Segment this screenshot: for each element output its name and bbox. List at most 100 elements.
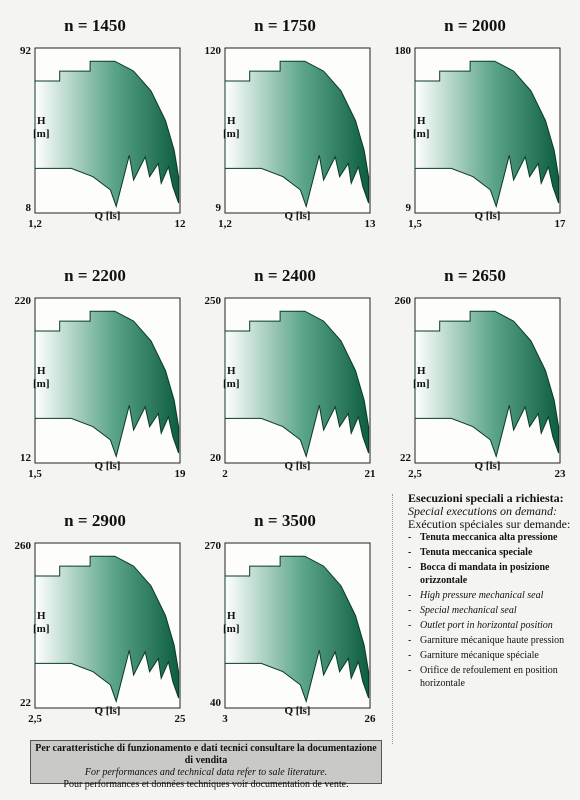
x-tick-label: 2,5 bbox=[28, 713, 42, 725]
performance-envelope bbox=[34, 60, 180, 209]
performance-envelope bbox=[414, 60, 560, 209]
x-axis-label: Q [ls] bbox=[475, 210, 501, 222]
y-axis-unit: [m] bbox=[223, 623, 240, 635]
special-executions-notes: Esecuzioni speciali a richiesta: Special… bbox=[408, 492, 578, 692]
x-tick-label: 19 bbox=[175, 468, 187, 480]
y-axis-label: H bbox=[37, 115, 46, 127]
x-tick-label: 2 bbox=[222, 468, 228, 480]
chart-title: n = 2000 bbox=[444, 16, 506, 35]
list-item: Outlet port in horizontal position bbox=[408, 619, 578, 632]
panel-1: n = 1750 120 9 H [m] 1,2 13 Q [ls] bbox=[190, 10, 380, 260]
y-tick-label: 9 bbox=[216, 202, 222, 214]
y-axis-label: H bbox=[227, 610, 236, 622]
panel-7: n = 3500 270 40 H [m] 3 26 Q [ls] bbox=[190, 505, 380, 755]
x-tick-label: 12 bbox=[175, 218, 187, 230]
x-axis-label: Q [ls] bbox=[285, 705, 311, 717]
y-axis-label: H bbox=[37, 365, 46, 377]
x-tick-label: 25 bbox=[175, 713, 187, 725]
chart-title: n = 2400 bbox=[254, 266, 316, 285]
panel-5: n = 2650 260 22 H [m] 2,5 23 Q [ls] bbox=[380, 260, 570, 510]
y-tick-label: 8 bbox=[26, 202, 32, 214]
y-tick-label: 22 bbox=[20, 697, 32, 709]
x-tick-label: 1,2 bbox=[218, 218, 232, 230]
x-tick-label: 2,5 bbox=[408, 468, 422, 480]
y-tick-label: 260 bbox=[15, 540, 32, 552]
chart-title: n = 2900 bbox=[64, 511, 126, 530]
x-tick-label: 13 bbox=[365, 218, 377, 230]
panel-0: n = 1450 92 8 H [m] 1,2 12 Q [ls] bbox=[0, 10, 190, 260]
performance-envelope bbox=[224, 60, 370, 209]
list-item: Garniture mécanique haute pression bbox=[408, 634, 578, 647]
y-tick-label: 260 bbox=[395, 295, 412, 307]
list-item: Orifice de refoulement en position horiz… bbox=[408, 664, 578, 690]
y-tick-label: 40 bbox=[210, 697, 222, 709]
performance-envelope bbox=[224, 555, 370, 704]
x-tick-label: 26 bbox=[365, 713, 377, 725]
panel-4: n = 2400 250 20 H [m] 2 21 Q [ls] bbox=[190, 260, 380, 510]
y-axis-label: H bbox=[417, 115, 426, 127]
chart-svg: 220 12 H[m] 1,5 19 Q [ls] bbox=[15, 295, 187, 480]
y-axis-unit: [m] bbox=[33, 378, 50, 390]
performance-envelope bbox=[34, 310, 180, 459]
y-tick-label: 220 bbox=[15, 295, 32, 307]
notes-list-fr: Garniture mécanique haute pression Garni… bbox=[408, 634, 578, 690]
chart-svg: 120 9 H[m] 1,2 13 Q [ls] bbox=[205, 45, 377, 230]
notes-subheading-fr: Exécution spéciales sur demande: bbox=[408, 517, 571, 531]
x-tick-label: 17 bbox=[555, 218, 567, 230]
y-axis-unit: [m] bbox=[223, 128, 240, 140]
y-axis-label: H bbox=[227, 115, 236, 127]
x-axis-label: Q [ls] bbox=[95, 705, 121, 717]
performance-envelope bbox=[414, 310, 560, 459]
footer-line-en: For performances and technical data refe… bbox=[84, 767, 328, 778]
y-axis-unit: [m] bbox=[33, 623, 50, 635]
y-tick-label: 12 bbox=[20, 452, 32, 464]
list-item: Special mechanical seal bbox=[408, 604, 578, 617]
x-tick-label: 1,5 bbox=[408, 218, 422, 230]
x-tick-label: 3 bbox=[222, 713, 228, 725]
x-tick-label: 1,2 bbox=[28, 218, 42, 230]
list-item: Tenuta meccanica alta pressione bbox=[408, 531, 578, 544]
y-tick-label: 20 bbox=[210, 452, 222, 464]
list-item: Tenuta meccanica speciale bbox=[408, 546, 578, 559]
x-tick-label: 1,5 bbox=[28, 468, 42, 480]
chart-title: n = 3500 bbox=[254, 511, 316, 530]
footer-note-box: Per caratteristiche di funzionamento e d… bbox=[30, 740, 382, 790]
divider-line bbox=[392, 494, 393, 744]
chart-title: n = 1450 bbox=[64, 16, 126, 35]
y-tick-label: 92 bbox=[20, 45, 32, 57]
y-axis-label: H bbox=[37, 610, 46, 622]
y-axis-unit: [m] bbox=[413, 128, 430, 140]
chart-title: n = 1750 bbox=[254, 16, 316, 35]
y-tick-label: 270 bbox=[205, 540, 222, 552]
y-axis-unit: [m] bbox=[223, 378, 240, 390]
chart-svg: 250 20 H[m] 2 21 Q [ls] bbox=[205, 295, 376, 480]
notes-subheading-en: Special executions on demand: bbox=[408, 504, 557, 518]
list-item: Bocca di mandata in posizione orizzontal… bbox=[408, 561, 578, 587]
chart-title: n = 2200 bbox=[64, 266, 126, 285]
footer-line-fr: Pour performances et données techniques … bbox=[63, 779, 349, 790]
chart-svg: 92 8 H[m] 1,2 12 Q [ls] bbox=[20, 45, 187, 230]
chart-svg: 260 22 H[m] 2,5 25 Q [ls] bbox=[15, 540, 187, 725]
x-tick-label: 23 bbox=[555, 468, 567, 480]
y-tick-label: 22 bbox=[400, 452, 412, 464]
y-axis-unit: [m] bbox=[413, 378, 430, 390]
chart-svg: 260 22 H[m] 2,5 23 Q [ls] bbox=[395, 295, 567, 480]
x-axis-label: Q [ls] bbox=[285, 210, 311, 222]
y-axis-label: H bbox=[417, 365, 426, 377]
x-tick-label: 21 bbox=[365, 468, 376, 480]
y-tick-label: 180 bbox=[395, 45, 412, 57]
list-item: High pressure mechanical seal bbox=[408, 589, 578, 602]
notes-list-it: Tenuta meccanica alta pressione Tenuta m… bbox=[408, 531, 578, 587]
list-item: Garniture mécanique spéciale bbox=[408, 649, 578, 662]
performance-envelope bbox=[34, 555, 180, 704]
notes-list-en: High pressure mechanical seal Special me… bbox=[408, 589, 578, 632]
x-axis-label: Q [ls] bbox=[285, 460, 311, 472]
panel-3: n = 2200 220 12 H [m] 1,5 19 Q [ls] bbox=[0, 260, 190, 510]
y-axis-label: H bbox=[227, 365, 236, 377]
chart-title: n = 2650 bbox=[444, 266, 506, 285]
panel-2: n = 2000 180 9 H [m] 1,5 17 Q [ls] bbox=[380, 10, 570, 260]
x-axis-label: Q [ls] bbox=[95, 210, 121, 222]
y-tick-label: 120 bbox=[205, 45, 222, 57]
y-tick-label: 250 bbox=[205, 295, 222, 307]
chart-svg: 270 40 H[m] 3 26 Q [ls] bbox=[205, 540, 377, 725]
